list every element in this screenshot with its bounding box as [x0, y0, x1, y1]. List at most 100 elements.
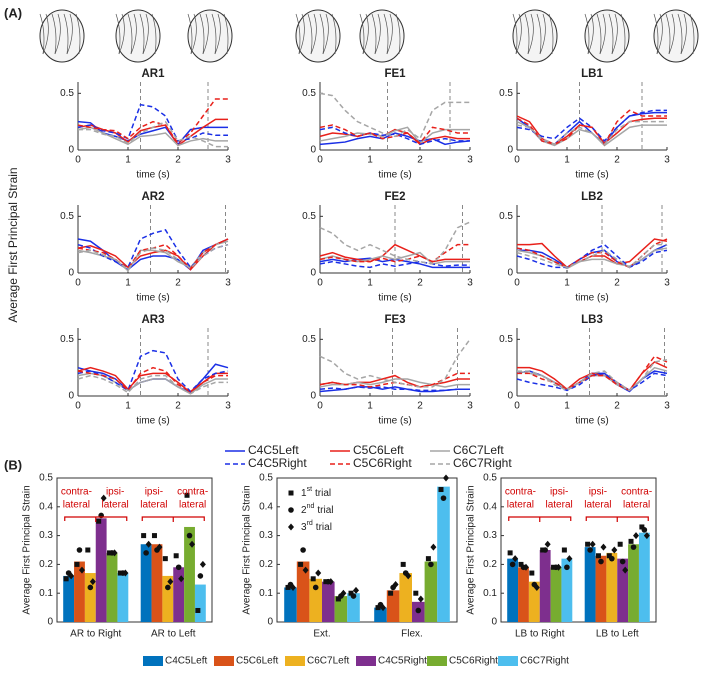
- bar: [617, 558, 629, 622]
- bar: [173, 567, 185, 622]
- head-outline: [39, 9, 85, 63]
- head-icon: [359, 9, 405, 63]
- x-tick-label: 3: [467, 155, 473, 166]
- x-tick-label: 0: [75, 401, 81, 412]
- hair-stroke: [322, 13, 329, 55]
- trial-point: [512, 555, 519, 563]
- legend-swatch: [356, 656, 376, 666]
- bar: [84, 573, 96, 622]
- trial-point: [611, 546, 618, 554]
- bar: [374, 607, 387, 622]
- hair-stroke: [319, 13, 325, 55]
- hair-stroke: [536, 13, 542, 55]
- hair-stroke: [51, 13, 57, 55]
- series-line: [517, 238, 668, 269]
- y-tick-label: 0.4: [483, 501, 497, 512]
- hair-stroke: [295, 13, 301, 55]
- legend-suffix: st: [307, 486, 313, 493]
- hair-stroke: [587, 13, 594, 55]
- legend-swatch: [285, 656, 305, 666]
- legend-label: C4C5Right: [378, 656, 427, 667]
- hair-stroke: [611, 13, 618, 55]
- bar: [296, 561, 310, 622]
- hair-stroke: [63, 13, 69, 55]
- hair-stroke: [362, 13, 369, 55]
- y-tick-label: 0: [507, 145, 513, 156]
- hair-stroke: [127, 13, 133, 55]
- chart-title: AR2: [141, 191, 164, 203]
- x-tick-label: 2: [614, 278, 620, 289]
- trial-point: [348, 590, 354, 596]
- legend-marker: [288, 507, 294, 513]
- trial-point: [617, 541, 623, 547]
- hair-stroke: [656, 13, 663, 55]
- x-tick-label: 2: [417, 401, 423, 412]
- x-axis-label: time (s): [378, 416, 411, 427]
- hair-stroke: [371, 13, 377, 55]
- bar: [584, 547, 596, 622]
- x-tick-label: 0: [317, 278, 323, 289]
- bracket: [585, 516, 649, 522]
- legend-suffix: nd: [307, 503, 315, 510]
- head-icon: [512, 9, 558, 63]
- y-axis-label: Average First Principal Strain: [6, 167, 20, 322]
- x-tick-label: AR to Left: [151, 629, 196, 640]
- x-tick-label: 0: [514, 155, 520, 166]
- hair-stroke: [223, 13, 229, 55]
- y-tick-label: 0.5: [259, 473, 273, 484]
- head-icon: [584, 9, 630, 63]
- hair-stroke: [680, 13, 687, 55]
- legend-label: C4C5Left: [248, 443, 299, 457]
- annotation: lateral: [102, 500, 129, 511]
- y-tick-label: 0: [310, 145, 316, 156]
- bar: [194, 584, 206, 622]
- y-tick-label: 0: [507, 268, 513, 279]
- y-tick-label: 0.1: [39, 588, 53, 599]
- trial-point: [564, 564, 570, 571]
- legend-suffix: rd: [307, 520, 313, 527]
- chart-title: AR1: [141, 68, 165, 80]
- bracket: [141, 516, 205, 522]
- x-tick-label: 1: [564, 155, 570, 166]
- trial-point: [622, 566, 629, 574]
- legend-label: C5C6Right: [449, 656, 498, 667]
- plot-box: [500, 477, 657, 623]
- trial-point: [600, 543, 607, 551]
- legend-number: 3: [301, 522, 307, 533]
- annotation: ipsi-: [106, 487, 124, 498]
- chart-title: FE2: [384, 191, 405, 203]
- hair-stroke: [39, 13, 45, 55]
- hair-stroke: [527, 13, 534, 55]
- x-tick-label: LB to Left: [596, 629, 639, 640]
- y-tick-label: 0: [68, 145, 74, 156]
- trial-point: [438, 487, 444, 493]
- x-tick-label: 1: [367, 155, 373, 166]
- hair-stroke: [584, 13, 590, 55]
- bar: [528, 581, 540, 622]
- x-tick-label: LB to Right: [515, 629, 565, 640]
- x-tick-label: 2: [614, 155, 620, 166]
- annotation: lateral: [63, 500, 90, 511]
- trial-point: [415, 607, 422, 614]
- trial-point: [184, 492, 190, 498]
- trial-point: [340, 589, 347, 597]
- trial-point: [315, 569, 322, 577]
- annotation: contra-: [177, 487, 208, 498]
- hair-stroke: [665, 13, 671, 55]
- hair-stroke: [211, 13, 217, 55]
- x-tick-label: 1: [125, 155, 131, 166]
- trial-point: [143, 550, 149, 556]
- trial-point: [413, 590, 419, 596]
- y-tick-label: 0.3: [259, 530, 273, 541]
- trial-point: [544, 540, 551, 548]
- y-tick-label: 0.3: [483, 530, 497, 541]
- bar: [539, 550, 551, 622]
- trial-point: [85, 547, 91, 553]
- x-axis-label: time (s): [575, 170, 608, 181]
- x-axis-label: time (s): [378, 293, 411, 304]
- series-line: [319, 338, 471, 388]
- series-line: [319, 260, 470, 269]
- trial-point: [400, 561, 406, 567]
- trial-point: [151, 533, 157, 539]
- x-tick-label: 0: [514, 278, 520, 289]
